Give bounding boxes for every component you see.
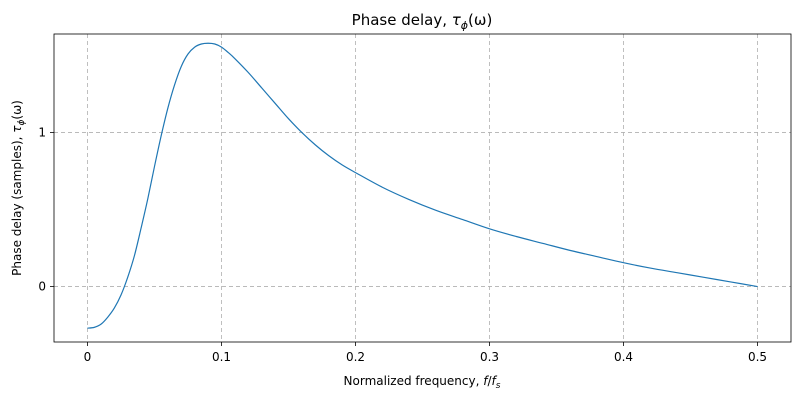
x-axis: 0 0.1 0.2 0.3 0.4 0.5: [84, 342, 767, 364]
y-axis: 01: [38, 126, 54, 294]
x-tick-label: 0.1: [212, 350, 231, 364]
y-tick-label: 1: [38, 126, 46, 140]
x-tick-label: 0: [84, 350, 92, 364]
plot-frame: [53, 33, 792, 343]
chart-title: Phase delay, τϕ(ω): [352, 11, 493, 32]
x-tick-label: 0.3: [480, 350, 499, 364]
x-tick-label: 0.5: [748, 350, 767, 364]
x-axis-label: Normalized frequency, f/fs: [344, 374, 501, 391]
x-tick-label: 0.4: [614, 350, 633, 364]
series-layer: [87, 42, 758, 329]
x-tick-label: 0.2: [346, 350, 365, 364]
grid: [54, 34, 791, 342]
phase-delay-line: [87, 42, 758, 329]
y-axis-label: Phase delay (samples), τϕ(ω): [10, 100, 27, 276]
y-tick-label: 0: [38, 280, 46, 294]
